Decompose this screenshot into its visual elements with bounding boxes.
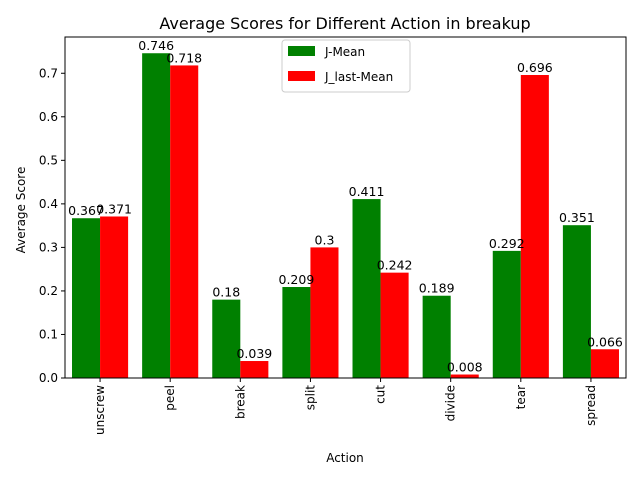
legend-label-j-last-mean: J_last-Mean [324, 70, 393, 84]
data-label-j-last-mean-cut: 0.242 [377, 258, 413, 273]
y-tick-label: 0.3 [39, 240, 58, 254]
data-label-j-last-mean-peel: 0.718 [166, 50, 202, 65]
data-label-j-mean-cut: 0.411 [349, 184, 385, 199]
bar-j-last-mean-split [310, 247, 339, 378]
x-axis-label: Action [326, 451, 364, 465]
bar-j-mean-split [282, 287, 311, 378]
data-label-j-mean-unscrew: 0.367 [68, 203, 104, 218]
x-tick-label-tear: tear [514, 385, 528, 409]
bar-j-mean-peel [142, 53, 171, 378]
bar-j-mean-divide [422, 295, 451, 378]
y-tick-label: 0.5 [39, 153, 58, 167]
data-label-j-last-mean-divide: 0.008 [447, 360, 483, 375]
x-tick-label-spread: spread [584, 385, 598, 426]
bar-j-last-mean-peel [170, 65, 199, 378]
y-tick-label: 0.6 [39, 110, 58, 124]
x-tick-label-cut: cut [374, 385, 388, 404]
data-label-j-mean-peel: 0.746 [138, 38, 174, 53]
chart-title: Average Scores for Different Action in b… [159, 14, 530, 33]
y-tick-label: 0.1 [39, 327, 58, 341]
x-axis: unscrew peel break split cut divide tear spread [93, 378, 598, 435]
bar-j-last-mean-tear [520, 75, 549, 379]
bar-j-mean-cut [352, 199, 381, 378]
x-tick-label-split: split [303, 385, 317, 411]
x-tick-label-unscrew: unscrew [93, 385, 107, 435]
bar-j-last-mean-unscrew [100, 216, 129, 378]
data-label-j-last-mean-tear: 0.696 [517, 60, 553, 75]
data-labels-group: 0.367 0.746 0.18 0.209 0.411 0.189 0.292 0.351 0… [68, 38, 623, 374]
y-tick-label: 0.7 [39, 66, 58, 80]
y-tick-label: 0.4 [39, 197, 58, 211]
bar-j-mean-spread [562, 225, 591, 378]
bars-group [72, 53, 619, 379]
legend-label-j-mean: J-Mean [324, 45, 365, 59]
y-tick-label: 0.2 [39, 284, 58, 298]
bar-j-last-mean-divide [450, 374, 479, 378]
data-label-j-last-mean-spread: 0.066 [587, 334, 623, 349]
bar-j-last-mean-break [240, 361, 269, 378]
y-axis-label: Average Score [14, 167, 28, 254]
legend-swatch-j-last-mean [288, 71, 315, 81]
legend-swatch-j-mean [288, 46, 315, 56]
x-tick-label-peel: peel [163, 385, 177, 411]
bar-j-mean-break [212, 299, 241, 378]
data-label-j-mean-break: 0.18 [212, 285, 240, 300]
x-tick-label-divide: divide [444, 385, 458, 421]
x-tick-label-break: break [233, 385, 247, 419]
data-label-j-last-mean-split: 0.3 [315, 232, 335, 247]
data-label-j-last-mean-break: 0.039 [236, 346, 272, 361]
bar-j-last-mean-cut [380, 272, 409, 378]
data-label-j-mean-divide: 0.189 [419, 281, 455, 296]
data-label-j-mean-split: 0.209 [279, 272, 315, 287]
y-axis: 0.0 0.1 0.2 0.3 0.4 0.5 0.6 0.7 [39, 66, 65, 385]
y-tick-label: 0.0 [39, 371, 58, 385]
bar-j-mean-unscrew [72, 218, 101, 378]
data-label-j-mean-tear: 0.292 [489, 236, 525, 251]
data-label-j-last-mean-unscrew: 0.371 [96, 201, 132, 216]
bar-j-mean-tear [492, 250, 521, 378]
legend: J-Mean J_last-Mean [281, 39, 411, 93]
data-label-j-mean-spread: 0.351 [559, 210, 595, 225]
bar-j-last-mean-spread [590, 349, 619, 378]
plot-area-frame [64, 36, 627, 379]
